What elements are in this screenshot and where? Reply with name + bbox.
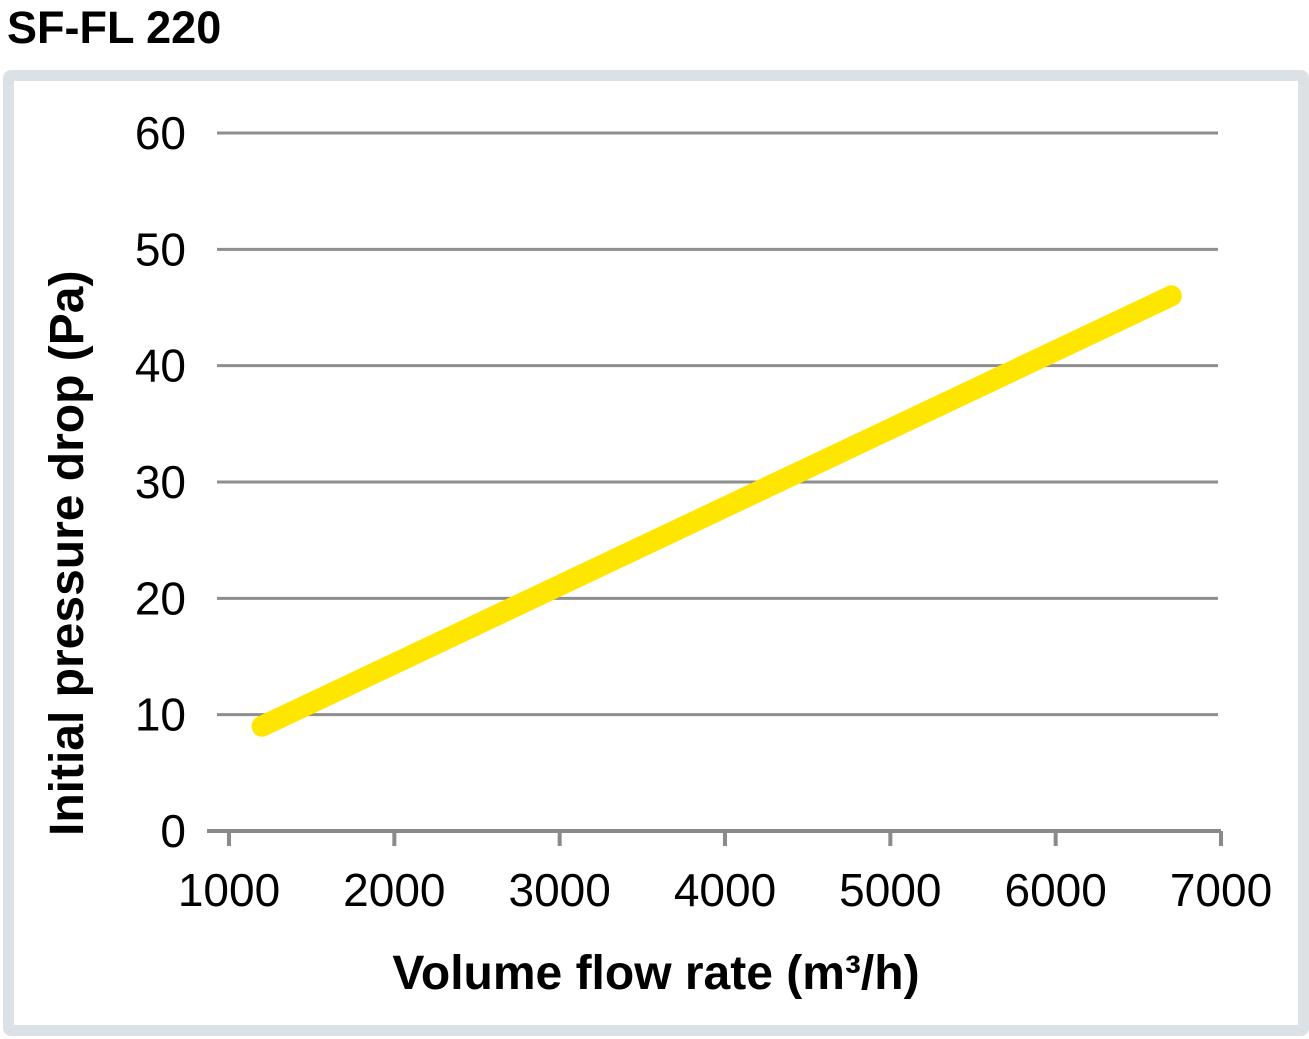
y-axis-title: Initial pressure drop (Pa) — [41, 270, 94, 836]
x-axis-title: Volume flow rate (m³/h) — [392, 947, 920, 1000]
chart-panel — [3, 70, 1309, 1036]
page-title: SF-FL 220 — [7, 2, 222, 53]
